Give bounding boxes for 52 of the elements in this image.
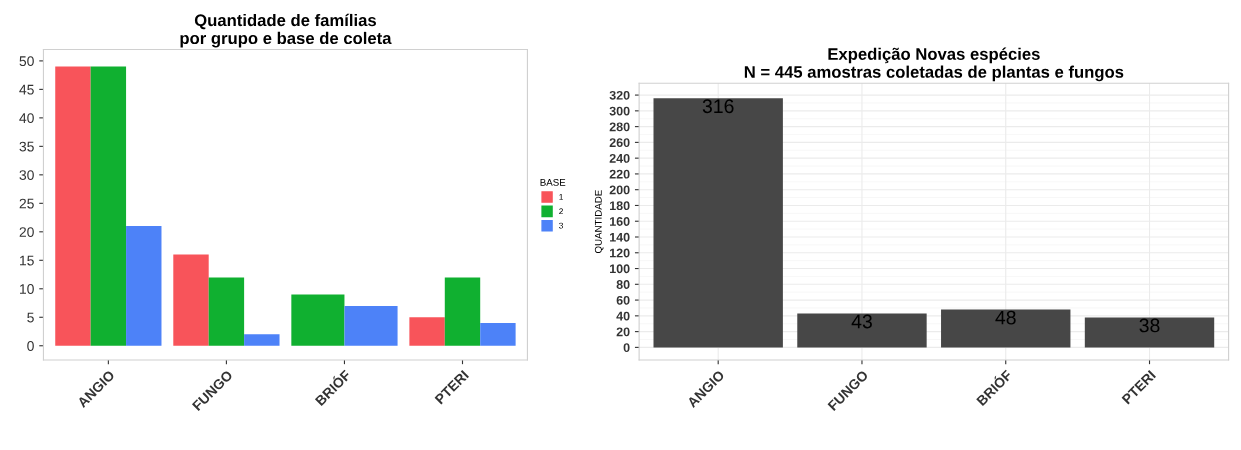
bar xyxy=(90,66,127,346)
y-tick-label: 20 xyxy=(616,327,630,337)
legend-label: 3 xyxy=(559,222,564,229)
y-tick-label: 50 xyxy=(19,56,34,67)
y-tick-label: 260 xyxy=(609,138,630,148)
legend-title: BASE xyxy=(540,178,566,186)
y-tick-label: 200 xyxy=(609,185,630,195)
bar xyxy=(797,313,927,348)
bar xyxy=(941,309,1071,348)
y-tick-label: 280 xyxy=(609,122,630,132)
bar xyxy=(409,317,445,346)
y-tick-label: 80 xyxy=(616,280,630,289)
data-label: 43 xyxy=(851,314,872,329)
y-tick-label: 60 xyxy=(616,295,630,305)
legend-label: 1 xyxy=(559,194,563,200)
y-axis-title: QUANTIDADE xyxy=(594,190,604,254)
bar xyxy=(1084,317,1215,348)
bar xyxy=(126,226,162,346)
bar xyxy=(444,277,481,346)
y-tick-label: 120 xyxy=(610,248,630,258)
y-tick-label: 180 xyxy=(610,201,630,211)
legend-label: 2 xyxy=(559,208,563,215)
y-tick-label: 40 xyxy=(616,311,630,321)
y-tick-label: 160 xyxy=(610,217,630,226)
y-tick-label: 30 xyxy=(19,170,34,181)
y-tick-label: 100 xyxy=(610,264,630,274)
bar xyxy=(653,98,783,348)
y-tick-label: 25 xyxy=(19,198,34,209)
y-tick-label: 220 xyxy=(609,169,630,179)
y-tick-label: 0 xyxy=(27,341,34,351)
y-tick-label: 0 xyxy=(623,343,630,353)
y-tick-label: 40 xyxy=(19,113,34,124)
bar xyxy=(244,334,280,346)
y-tick-label: 320 xyxy=(609,90,630,100)
chart-title: Quantidade de famílias por grupo e base de coleta xyxy=(180,13,392,48)
data-label: 48 xyxy=(995,310,1016,325)
y-tick-label: 45 xyxy=(19,84,34,95)
bar xyxy=(55,66,91,346)
data-label: 38 xyxy=(1139,318,1160,333)
y-tick-label: 240 xyxy=(609,153,630,163)
chart-title: Expedição Novas espécies N = 445 amostras coletadas de plantas e fungos xyxy=(744,47,1124,82)
y-tick-label: 35 xyxy=(19,141,34,152)
data-label: 316 xyxy=(702,99,734,114)
y-tick-label: 300 xyxy=(609,106,630,116)
bar xyxy=(480,322,516,346)
bar xyxy=(208,277,245,346)
bar xyxy=(173,254,209,346)
y-tick-label: 10 xyxy=(20,284,34,294)
y-tick-label: 5 xyxy=(27,312,34,323)
y-tick-label: 15 xyxy=(20,255,34,266)
y-tick-label: 140 xyxy=(610,232,630,242)
y-tick-label: 20 xyxy=(19,227,34,237)
